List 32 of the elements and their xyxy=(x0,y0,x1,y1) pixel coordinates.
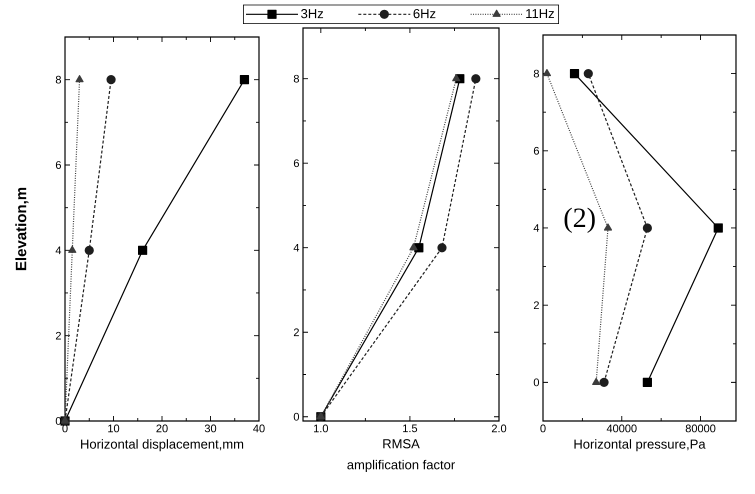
y-tick-label: 6 xyxy=(294,159,299,168)
x-axis-title: RMSA amplification factor xyxy=(347,439,455,472)
y-tick-label: 6 xyxy=(56,161,61,169)
y-tick-label: 0 xyxy=(534,378,540,386)
legend-label: 6Hz xyxy=(414,9,436,18)
y-tick-label: 6 xyxy=(534,146,539,155)
y-tick-label: 4 xyxy=(534,224,540,232)
x-tick-label: 10 xyxy=(108,424,120,432)
x-tick-label: 30 xyxy=(204,424,216,432)
legend-label: 3Hz xyxy=(301,9,324,18)
x-tick-label: 1.0 xyxy=(314,424,328,432)
y-tick-label: 2 xyxy=(534,301,539,310)
x-tick-label: 40000 xyxy=(606,424,637,432)
x-tick-label: 2.0 xyxy=(492,424,506,432)
y-tick-label: 4 xyxy=(294,244,300,252)
y-axis-title: Elevation,m xyxy=(15,188,28,270)
y-tick-label: 8 xyxy=(534,70,539,78)
x-axis-title: Horizontal displacement,mm xyxy=(81,439,244,452)
x-tick-label: 1.5 xyxy=(403,424,418,432)
x-tick-label: 80000 xyxy=(686,424,716,432)
y-tick-label: 8 xyxy=(294,74,299,83)
x-axis-title: Horizontal pressure,Pa xyxy=(574,439,706,452)
y-tick-label: 8 xyxy=(56,76,61,84)
y-tick-label: 2 xyxy=(56,332,61,340)
legend-label: 11Hz xyxy=(526,9,554,18)
x-tick-label: 40 xyxy=(253,424,265,432)
y-tick-label: 0 xyxy=(294,412,300,421)
y-tick-label: 2 xyxy=(294,328,299,336)
annotation: (2) xyxy=(564,208,595,233)
y-tick-label: 4 xyxy=(56,246,62,254)
x-tick-label: 0 xyxy=(540,424,546,432)
x-tick-label: 20 xyxy=(156,424,168,432)
